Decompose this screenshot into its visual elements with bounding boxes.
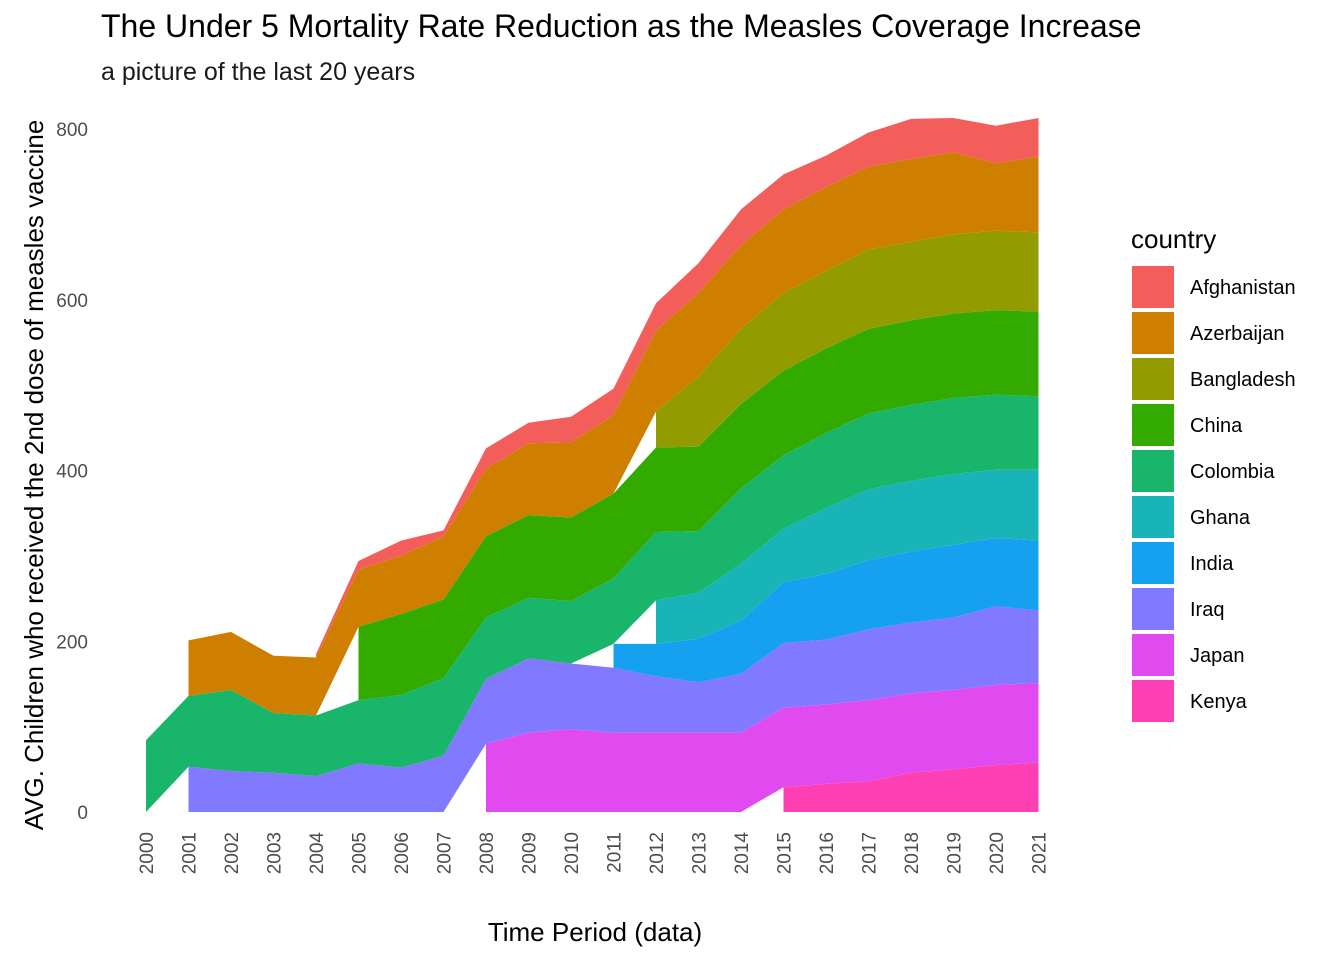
legend-swatch-azerbaijan [1132,312,1174,354]
area-colombia [146,394,1039,812]
area-india [613,538,1039,683]
legend-swatch-india [1132,542,1174,584]
x-axis-ticks: 2000 2001 2002 2003 2004 2005 2006 2007 2008 2009… [137,832,1051,875]
area-kenya [783,762,1039,812]
y-tick-label: 600 [56,291,88,312]
area-japan [486,683,1039,812]
x-tick-label: 2008 [477,832,498,874]
legend-label-bangladesh: Bangladesh [1190,369,1296,391]
y-tick-label: 0 [77,803,88,824]
legend-label-iraq: Iraq [1190,599,1224,621]
legend-swatch-bangladesh [1132,358,1174,400]
x-tick-label: 2017 [860,832,881,874]
x-tick-label: 2012 [647,832,668,874]
chart-title: The Under 5 Mortality Rate Reduction as … [101,8,1142,44]
legend-label-kenya: Kenya [1190,691,1248,713]
y-axis-title: AVG. Children who received the 2nd dose … [19,120,49,831]
legend-label-colombia: Colombia [1190,461,1275,483]
x-tick-label: 2015 [775,832,796,874]
legend-swatch-iraq [1132,588,1174,630]
x-tick-label: 2020 [987,832,1008,874]
area-layers [146,118,1039,812]
chart-subtitle: a picture of the last 20 years [101,58,416,86]
x-tick-label: 2000 [137,832,158,874]
legend-label-china: China [1190,415,1243,437]
y-tick-label: 400 [56,462,88,483]
x-tick-label: 2002 [222,832,243,874]
x-tick-label: 2006 [392,832,413,874]
legend-label-azerbaijan: Azerbaijan [1190,323,1285,345]
x-tick-label: 2004 [307,832,328,875]
legend-label-india: India [1190,553,1234,575]
legend-title: country [1131,224,1216,254]
x-axis-title: Time Period (data) [488,917,702,947]
x-tick-label: 2019 [945,832,966,874]
legend-items: Afghanistan Azerbaijan Bangladesh China Colo… [1132,266,1296,722]
y-tick-label: 800 [56,120,88,141]
legend-swatch-ghana [1132,496,1174,538]
y-tick-label: 200 [56,632,88,653]
legend-label-ghana: Ghana [1190,507,1251,529]
area-bangladesh [656,230,1039,448]
area-iraq [188,606,1039,812]
legend-swatch-china [1132,404,1174,446]
x-tick-label: 2009 [520,832,541,874]
x-tick-label: 2021 [1030,832,1051,874]
x-tick-label: 2014 [732,832,753,875]
legend-swatch-kenya [1132,680,1174,722]
x-tick-label: 2001 [180,832,201,874]
area-ghana [656,469,1039,644]
x-tick-label: 2010 [562,832,583,874]
y-axis-ticks: 0 200 400 600 800 [56,120,88,824]
x-tick-label: 2005 [350,832,371,874]
legend-swatch-colombia [1132,450,1174,492]
x-tick-label: 2007 [435,832,456,874]
x-tick-label: 2003 [265,832,286,874]
area-azerbaijan [188,152,1039,716]
legend-label-afghanistan: Afghanistan [1190,277,1296,299]
legend: country Afghanistan Azerbaijan Bangladesh C… [1131,224,1296,722]
legend-label-japan: Japan [1190,645,1245,667]
legend-swatch-afghanistan [1132,266,1174,308]
area-china [358,310,1039,701]
x-tick-label: 2013 [690,832,711,874]
x-tick-label: 2016 [817,832,838,874]
x-tick-label: 2011 [605,832,626,873]
legend-swatch-japan [1132,634,1174,676]
x-tick-label: 2018 [902,832,923,874]
